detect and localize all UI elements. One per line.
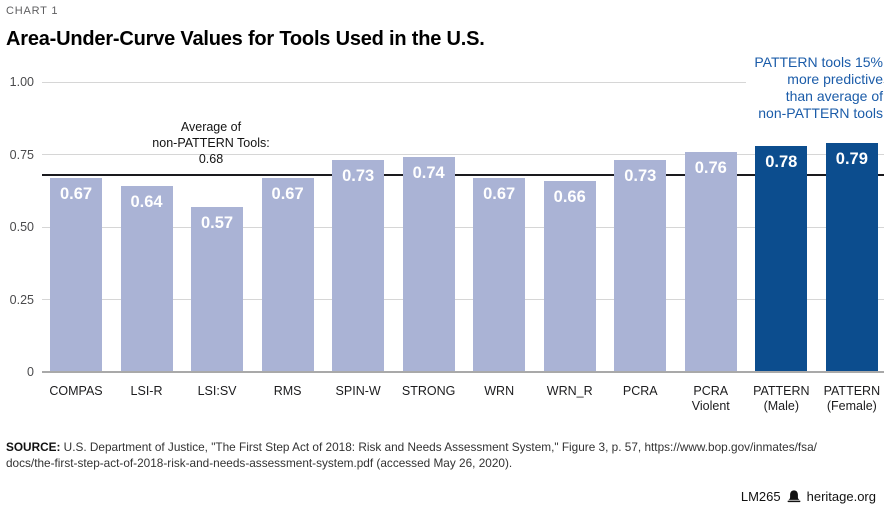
bar: 0.74 — [402, 157, 455, 372]
bar: 0.57 — [191, 207, 244, 372]
bar: 0.73 — [332, 160, 385, 372]
chart-page: CHART 1 Area-Under-Curve Values for Tool… — [6, 5, 884, 471]
x-axis-category: PATTERN (Male) — [753, 384, 810, 414]
source-line-2: docs/the-first-step-act-of-2018-risk-and… — [6, 456, 884, 472]
bar: 0.67 — [261, 178, 314, 372]
x-axis-category-label: PATTERN (Female) — [823, 384, 881, 413]
x-axis-category: PCRA — [614, 384, 666, 414]
x-axis-category: RMS — [262, 384, 314, 414]
x-axis-category-label: COMPAS — [49, 384, 103, 398]
bar-value-label: 0.67 — [483, 185, 516, 203]
source-line-1: SOURCE: U.S. Department of Justice, "The… — [6, 440, 884, 456]
y-axis-tick-label: 0.75 — [9, 147, 34, 162]
x-axis-category: LSI:SV — [191, 384, 243, 414]
bar-value-label: 0.67 — [59, 185, 93, 203]
x-axis-category: COMPAS — [49, 384, 103, 414]
chart-kicker: CHART 1 — [6, 5, 59, 17]
bar-value-label: 0.73 — [624, 167, 657, 185]
x-axis-category-label: SPIN-W — [335, 384, 381, 398]
x-axis-category: PATTERN (Female) — [823, 384, 881, 414]
source-label: SOURCE: — [6, 440, 61, 454]
bar: 0.73 — [614, 160, 667, 372]
bar-value-label: 0.74 — [412, 164, 445, 182]
pattern-annotation: PATTERN tools 15% more predictive than a… — [746, 54, 883, 122]
bar-value-label: 0.79 — [835, 150, 868, 168]
x-axis-category: WRN — [473, 384, 525, 414]
bar: 0.66 — [543, 181, 596, 372]
x-axis-category-label: STRONG — [401, 384, 456, 398]
bar-value-label: 0.76 — [694, 159, 727, 177]
x-axis-category-label: LSI:SV — [197, 384, 237, 398]
bar: 0.64 — [120, 186, 173, 372]
gridline — [42, 154, 884, 155]
bar-value-label: 0.57 — [201, 214, 234, 232]
bar-value-label: 0.73 — [342, 167, 375, 185]
source-text-2: docs/the-first-step-act-of-2018-risk-and… — [6, 455, 513, 470]
average-annotation: Average of non-PATTERN Tools: 0.68 — [152, 120, 270, 166]
x-axis-category-label: WRN_R — [546, 384, 593, 398]
bar: 0.67 — [50, 178, 102, 372]
x-axis-labels-row: COMPAS LSI-R LSI:SV RMS SPIN-W STRONG WRN WRN_R… — [42, 384, 884, 414]
y-axis-tick-label: 0.25 — [9, 292, 34, 307]
bar: 0.79 — [825, 143, 878, 372]
site-name: heritage.org — [806, 489, 876, 504]
x-axis-category-label: PCRA Violent — [691, 384, 730, 413]
x-axis-baseline — [42, 371, 884, 373]
y-axis-tick-label: 1.00 — [9, 75, 34, 89]
gridline — [42, 299, 884, 300]
x-axis-category: LSI-R — [121, 384, 173, 414]
gridline — [42, 226, 884, 228]
plot-area: Average of non-PATTERN Tools: 0.68 PATTE… — [10, 54, 884, 379]
bar-value-label: 0.67 — [271, 185, 304, 203]
bar-value-label: 0.64 — [130, 193, 163, 211]
y-axis-tick-label: 0.50 — [9, 220, 34, 234]
x-axis-category-label: WRN — [484, 384, 515, 398]
average-line — [42, 173, 884, 176]
bar: 0.78 — [755, 146, 808, 372]
x-axis-category-label: RMS — [273, 384, 302, 398]
x-axis-category-label: LSI-R — [130, 384, 163, 398]
x-axis-category: WRN_R — [544, 384, 596, 414]
x-axis-category: SPIN-W — [332, 384, 384, 414]
x-axis-category: STRONG — [401, 384, 456, 414]
bar-value-label: 0.66 — [553, 188, 586, 206]
chart-title: Area-Under-Curve Values for Tools Used i… — [6, 28, 485, 50]
bar-value-label: 0.78 — [765, 153, 798, 171]
source-text-1: U.S. Department of Justice, "The First S… — [60, 440, 817, 454]
bar: 0.67 — [473, 178, 526, 372]
y-axis-tick-label: 0 — [27, 365, 34, 379]
bar: 0.76 — [684, 152, 737, 372]
heritage-bell-icon — [787, 490, 801, 503]
x-axis-category: PCRA Violent — [685, 384, 737, 414]
chart-id: LM265 — [740, 489, 781, 504]
source-note: SOURCE: U.S. Department of Justice, "The… — [6, 440, 884, 471]
bars-row: 0.67 0.64 0.57 0.67 0.73 0.74 0.67 0.66 0.73 0.76… — [42, 82, 884, 372]
gridline — [42, 81, 884, 83]
footer: LM265 heritage.org — [741, 489, 876, 504]
x-axis-category-label: PCRA — [622, 384, 658, 398]
x-axis-category-label: PATTERN (Male) — [753, 384, 810, 413]
